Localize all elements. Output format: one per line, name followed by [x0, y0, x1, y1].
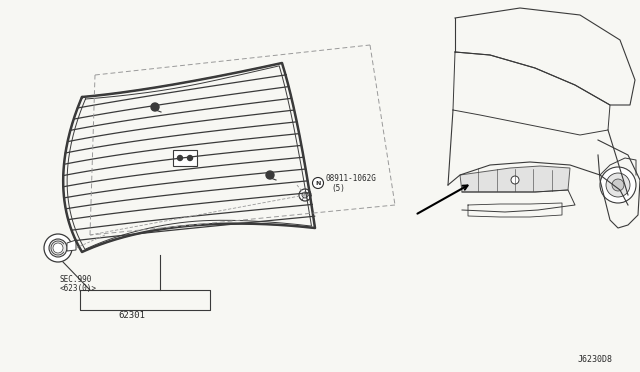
Circle shape — [49, 239, 67, 257]
Text: SEC.990: SEC.990 — [60, 275, 92, 284]
Circle shape — [53, 243, 63, 253]
Circle shape — [606, 173, 630, 197]
Circle shape — [44, 234, 72, 262]
Polygon shape — [460, 166, 570, 192]
Polygon shape — [67, 240, 76, 251]
Circle shape — [299, 189, 311, 201]
Circle shape — [151, 103, 159, 111]
Circle shape — [312, 177, 323, 189]
Circle shape — [600, 167, 636, 203]
Text: N: N — [316, 180, 321, 186]
Text: 62301: 62301 — [118, 311, 145, 320]
Text: <623(0)>: <623(0)> — [60, 284, 97, 293]
Text: 08911-1062G: 08911-1062G — [325, 174, 376, 183]
Circle shape — [511, 176, 519, 184]
Text: (5): (5) — [331, 184, 345, 193]
Circle shape — [612, 179, 624, 191]
Circle shape — [177, 155, 182, 160]
Circle shape — [188, 155, 193, 160]
Circle shape — [266, 171, 274, 179]
Text: J6230D8: J6230D8 — [578, 355, 613, 364]
Bar — [173, 150, 197, 166]
Circle shape — [302, 192, 308, 198]
